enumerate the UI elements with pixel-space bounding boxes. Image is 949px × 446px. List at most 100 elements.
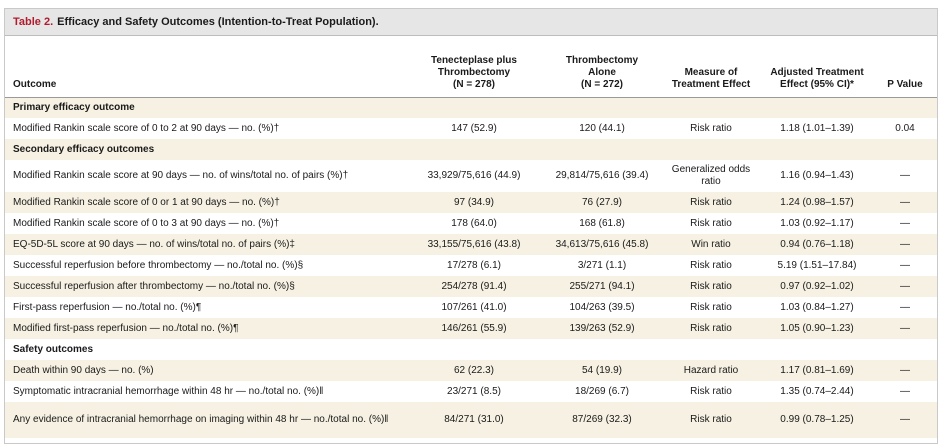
cell-effect: 1.03 (0.92–1.17) xyxy=(780,217,854,229)
cell-outcome: Successful reperfusion after thrombectom… xyxy=(5,276,405,297)
cell-thrombectomy-alone: 104/263 (39.5) xyxy=(569,301,635,313)
cell-tenecteplase: 33,155/75,616 (43.8) xyxy=(405,234,543,255)
cell-effect: 0.94 (0.76–1.18) xyxy=(761,234,873,255)
cell-tenecteplase: 17/278 (6.1) xyxy=(447,259,501,271)
cell-thrombectomy-alone: 76 (27.9) xyxy=(543,192,661,213)
outcomes-table: Outcome Tenecteplase plus Thrombectomy (… xyxy=(5,36,937,438)
table-title-bar: Table 2. Efficacy and Safety Outcomes (I… xyxy=(5,9,937,36)
table-row: Symptomatic intracranial hemorrhage with… xyxy=(5,381,937,402)
cell-outcome: Death within 90 days — no. (%) xyxy=(5,360,405,381)
cell-outcome: Modified Rankin scale score of 0 or 1 at… xyxy=(5,192,405,213)
cell-outcome: Successful reperfusion before thrombecto… xyxy=(13,259,304,271)
table-row: Modified Rankin scale score of 0 to 3 at… xyxy=(5,213,937,234)
header-thrombectomy-alone: Thrombectomy Alone (N = 272) xyxy=(543,36,661,98)
header-line: (N = 278) xyxy=(453,78,495,90)
cell-p-value: — xyxy=(873,360,937,381)
cell-effect: 1.03 (0.84–1.27) xyxy=(780,301,854,313)
cell-p-value: — xyxy=(873,402,937,438)
table-row: First-pass reperfusion — no./total no. (… xyxy=(5,297,937,318)
header-line: Thrombectomy xyxy=(437,66,511,78)
cell-tenecteplase: 84/271 (31.0) xyxy=(405,402,543,438)
cell-p-value: — xyxy=(900,385,910,397)
header-tenecteplase: Tenecteplase plus Thrombectomy (N = 278) xyxy=(405,36,543,98)
header-measure: Measure of Treatment Effect xyxy=(661,36,761,98)
header-p-value: P Value xyxy=(873,36,937,98)
cell-measure: Risk ratio xyxy=(661,276,761,297)
cell-measure: Risk ratio xyxy=(661,192,761,213)
cell-measure: Risk ratio xyxy=(690,259,732,271)
cell-p-value: — xyxy=(873,318,937,339)
section-safety: Safety outcomes xyxy=(13,343,94,355)
cell-effect: 1.16 (0.94–1.43) xyxy=(780,170,854,181)
header-line: Thrombectomy xyxy=(565,54,639,66)
header-line: Adjusted Treatment xyxy=(770,66,864,78)
section-row: Safety outcomes xyxy=(5,339,937,360)
section-row: Secondary efficacy outcomes xyxy=(5,139,937,160)
cell-effect: 5.19 (1.51–17.84) xyxy=(777,259,857,271)
cell-tenecteplase: 178 (64.0) xyxy=(451,217,497,229)
cell-thrombectomy-alone: 3/271 (1.1) xyxy=(577,259,627,271)
cell-thrombectomy-alone: 54 (19.9) xyxy=(543,360,661,381)
header-adjusted-effect: Adjusted Treatment Effect (95% CI)* xyxy=(761,36,873,98)
cell-p-value: — xyxy=(873,276,937,297)
cell-measure: Risk ratio xyxy=(661,402,761,438)
table-row: Modified Rankin scale score of 0 to 2 at… xyxy=(5,118,937,139)
cell-tenecteplase: 23/271 (8.5) xyxy=(447,385,501,397)
cell-outcome: EQ-5D-5L score at 90 days — no. of wins/… xyxy=(5,234,405,255)
cell-effect: 1.05 (0.90–1.23) xyxy=(761,318,873,339)
cell-measure: Win ratio xyxy=(661,234,761,255)
cell-p-value: — xyxy=(900,301,910,313)
cell-thrombectomy-alone: 120 (44.1) xyxy=(579,122,625,134)
header-row: Outcome Tenecteplase plus Thrombectomy (… xyxy=(5,36,937,98)
table-row: Modified Rankin scale score of 0 or 1 at… xyxy=(5,192,937,213)
header-line: Effect (95% CI)* xyxy=(780,78,854,90)
cell-p-value: — xyxy=(900,259,910,271)
table-row: Any evidence of intracranial hemorrhage … xyxy=(5,402,937,438)
cell-p-value: — xyxy=(900,217,910,229)
cell-tenecteplase: 254/278 (91.4) xyxy=(405,276,543,297)
table-row: Death within 90 days — no. (%) 62 (22.3)… xyxy=(5,360,937,381)
cell-p-value: — xyxy=(900,170,910,181)
cell-measure: Risk ratio xyxy=(690,122,732,134)
cell-effect: 0.97 (0.92–1.02) xyxy=(761,276,873,297)
cell-p-value: — xyxy=(873,234,937,255)
table-row: Modified first-pass reperfusion — no./to… xyxy=(5,318,937,339)
table-number: Table 2. xyxy=(13,16,54,28)
cell-tenecteplase: 97 (34.9) xyxy=(405,192,543,213)
cell-measure: Risk ratio xyxy=(690,301,732,313)
cell-thrombectomy-alone: 34,613/75,616 (45.8) xyxy=(543,234,661,255)
header-outcome: Outcome xyxy=(5,36,405,98)
cell-thrombectomy-alone: 87/269 (32.3) xyxy=(543,402,661,438)
table-frame: Table 2. Efficacy and Safety Outcomes (I… xyxy=(4,8,938,444)
cell-effect: 1.17 (0.81–1.69) xyxy=(761,360,873,381)
cell-effect: 0.99 (0.78–1.25) xyxy=(761,402,873,438)
cell-tenecteplase: 146/261 (55.9) xyxy=(405,318,543,339)
cell-tenecteplase: 147 (52.9) xyxy=(451,122,497,134)
cell-outcome: Any evidence of intracranial hemorrhage … xyxy=(5,402,405,438)
table-row: Modified Rankin scale score at 90 days —… xyxy=(5,160,937,192)
table-row: Successful reperfusion before thrombecto… xyxy=(5,255,937,276)
cell-effect: 1.35 (0.74–2.44) xyxy=(780,385,854,397)
cell-tenecteplase: 33,929/75,616 (44.9) xyxy=(427,170,521,181)
cell-outcome: Modified Rankin scale score at 90 days —… xyxy=(13,170,349,181)
cell-measure: Hazard ratio xyxy=(661,360,761,381)
cell-outcome: Symptomatic intracranial hemorrhage with… xyxy=(13,385,324,397)
table-title: Efficacy and Safety Outcomes (Intention-… xyxy=(57,16,379,28)
cell-thrombectomy-alone: 255/271 (94.1) xyxy=(543,276,661,297)
cell-p-value: — xyxy=(873,192,937,213)
cell-thrombectomy-alone: 168 (61.8) xyxy=(579,217,625,229)
header-line: (N = 272) xyxy=(581,78,623,90)
table-row: Successful reperfusion after thrombectom… xyxy=(5,276,937,297)
cell-outcome: First-pass reperfusion — no./total no. (… xyxy=(13,301,202,313)
cell-thrombectomy-alone: 139/263 (52.9) xyxy=(543,318,661,339)
cell-measure: Generalized odds ratio xyxy=(671,164,751,187)
cell-effect: 1.24 (0.98–1.57) xyxy=(761,192,873,213)
cell-measure: Risk ratio xyxy=(690,217,732,229)
header-line: Treatment Effect xyxy=(671,78,751,90)
section-primary: Primary efficacy outcome xyxy=(5,97,937,118)
cell-outcome: Modified Rankin scale score of 0 to 3 at… xyxy=(13,217,280,229)
cell-thrombectomy-alone: 29,814/75,616 (39.4) xyxy=(555,170,649,181)
cell-outcome: Modified first-pass reperfusion — no./to… xyxy=(5,318,405,339)
cell-outcome: Modified Rankin scale score of 0 to 2 at… xyxy=(13,122,280,134)
cell-effect: 1.18 (1.01–1.39) xyxy=(780,122,854,134)
